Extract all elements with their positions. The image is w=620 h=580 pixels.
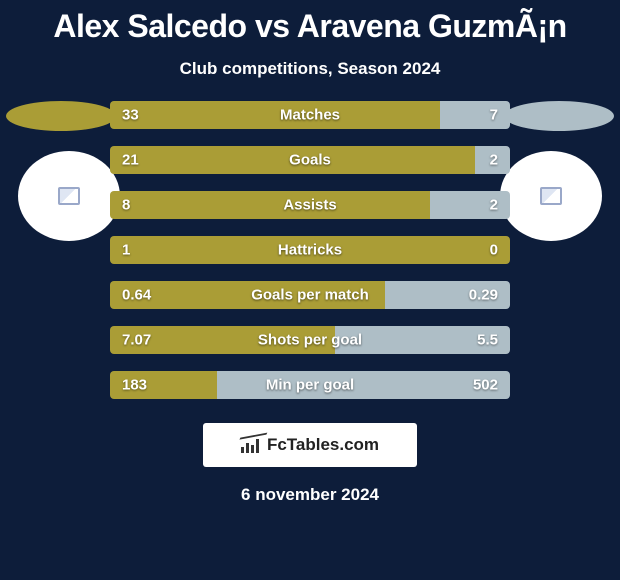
page-title: Alex Salcedo vs Aravena GuzmÃ¡n	[0, 0, 620, 45]
placeholder-icon	[540, 187, 562, 205]
left-team-ellipse	[6, 101, 116, 131]
stat-right-value: 2	[490, 152, 498, 169]
stat-right-value: 0.29	[469, 287, 498, 304]
stat-row-goals-per-match: 0.64 0.29 Goals per match	[110, 281, 510, 309]
stat-right-value: 0	[490, 242, 498, 259]
stat-row-min-per-goal: 183 502 Min per goal	[110, 371, 510, 399]
stat-left-value: 21	[122, 152, 139, 169]
stat-right-seg	[440, 101, 510, 129]
stat-left-value: 33	[122, 107, 139, 124]
stat-left-value: 8	[122, 197, 130, 214]
logo-chart-icon	[241, 437, 261, 453]
stat-left-seg	[110, 101, 440, 129]
stat-right-value: 502	[473, 377, 498, 394]
stat-row-shots-per-goal: 7.07 5.5 Shots per goal	[110, 326, 510, 354]
stat-left-seg	[110, 236, 510, 264]
right-team-coin	[500, 151, 602, 241]
stat-right-value: 5.5	[477, 332, 498, 349]
stat-right-seg	[430, 191, 510, 219]
stat-row-hattricks: 1 0 Hattricks	[110, 236, 510, 264]
date-text: 6 november 2024	[0, 485, 620, 505]
stat-row-matches: 33 7 Matches	[110, 101, 510, 129]
stat-row-goals: 21 2 Goals	[110, 146, 510, 174]
stat-left-value: 7.07	[122, 332, 151, 349]
stat-right-value: 7	[490, 107, 498, 124]
left-team-coin	[18, 151, 120, 241]
stats-bars: 33 7 Matches 21 2 Goals 8 2 Assists 1 0 …	[110, 101, 510, 399]
stat-right-seg	[217, 371, 510, 399]
placeholder-icon	[58, 187, 80, 205]
subtitle: Club competitions, Season 2024	[0, 59, 620, 79]
stat-left-seg	[110, 281, 385, 309]
stat-left-value: 1	[122, 242, 130, 259]
right-team-ellipse	[504, 101, 614, 131]
comparison-stage: 33 7 Matches 21 2 Goals 8 2 Assists 1 0 …	[0, 101, 620, 399]
fctables-logo: FcTables.com	[203, 423, 417, 467]
stat-left-value: 183	[122, 377, 147, 394]
stat-left-seg	[110, 146, 475, 174]
stat-row-assists: 8 2 Assists	[110, 191, 510, 219]
logo-text: FcTables.com	[267, 435, 379, 455]
stat-left-value: 0.64	[122, 287, 151, 304]
stat-left-seg	[110, 191, 430, 219]
stat-right-value: 2	[490, 197, 498, 214]
